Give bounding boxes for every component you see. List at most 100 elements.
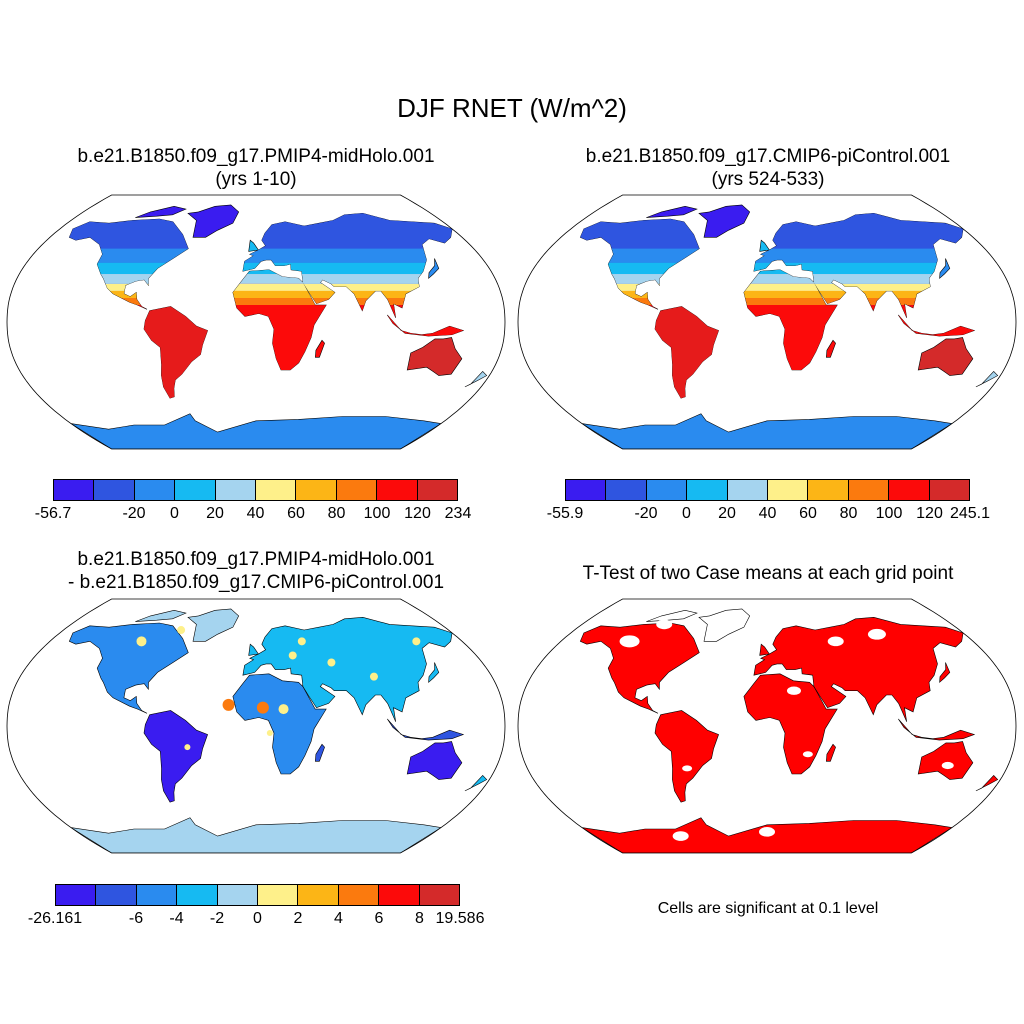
panel-1-title: b.e21.B1850.f09_g17.PMIP4-midHolo.001 (y… [0, 145, 512, 191]
colorbar-swatch [177, 885, 218, 905]
colorbar-tick-label: -2 [209, 910, 225, 927]
anomaly-spot [297, 637, 306, 646]
colorbar-swatch [848, 480, 890, 500]
panel-1-title-line1: b.e21.B1850.f09_g17.PMIP4-midHolo.001 [77, 146, 435, 167]
colorbar-swatch [134, 480, 176, 500]
colorbar-tick-label: -6 [128, 910, 144, 927]
map-border [517, 598, 1017, 854]
colorbar-swatch [687, 480, 728, 500]
landmass-new-zealand [464, 370, 488, 388]
landmass-uk [759, 643, 770, 656]
anomaly-spot [327, 658, 336, 667]
landmass-new-zealand [464, 774, 488, 792]
landmass-north-america [579, 622, 700, 714]
colorbar-tick-label: 100 [875, 505, 903, 522]
significance-note: Cells are significant at 0.1 level [657, 900, 879, 917]
map-border [6, 598, 506, 854]
landmass-madagascar [314, 743, 325, 762]
landmass-arctic-islands [646, 205, 698, 218]
landmass-madagascar [825, 339, 836, 358]
colorbar-swatch [256, 480, 297, 500]
colorbar-tick-label: 245.1 [949, 505, 991, 522]
landmass-japan [428, 662, 440, 684]
colorbar-tick-label: 0 [170, 505, 179, 522]
landmass-indonesia [387, 718, 465, 741]
colorbar-tick-label: 20 [206, 505, 224, 522]
colorbar-tick-label: 60 [287, 505, 305, 522]
anomaly-spot [266, 730, 273, 737]
colorbar-tick-label: 100 [363, 505, 391, 522]
non-significant-patch [802, 751, 813, 758]
colorbar-tick-label: 0 [253, 910, 262, 927]
colorbar-tick-label: 60 [799, 505, 817, 522]
anomaly-spot [222, 698, 235, 711]
panel-3-title: b.e21.B1850.f09_g17.PMIP4-midHolo.001 - … [0, 548, 512, 594]
latitude-band [69, 298, 464, 306]
colorbar-tick-label: 234 [444, 505, 472, 522]
colorbar-tick-label: -56.7 [34, 505, 72, 522]
colorbar-tick-label: 19.586 [435, 910, 485, 927]
latitude-band [69, 290, 464, 299]
landmass-greenland [187, 608, 240, 642]
colorbar-swatch [56, 885, 97, 905]
colorbar-swatch [929, 480, 970, 500]
colorbar-swatch [889, 480, 930, 500]
colorbar-swatch [419, 885, 460, 905]
latitude-band [69, 248, 464, 263]
colorbar-tick-label: 80 [839, 505, 858, 522]
colorbar-tick-label: -55.9 [546, 505, 584, 522]
colorbar-tick-label: 4 [334, 910, 343, 927]
map-panel-3 [6, 598, 506, 854]
map-border [517, 194, 1017, 450]
landmass-uk [759, 239, 770, 252]
colorbar-tick-label: -26.161 [27, 910, 83, 927]
landmass-south-america-warm [144, 306, 208, 399]
colorbar-tick-label: 40 [758, 505, 777, 522]
non-significant-patch [941, 761, 954, 770]
landmass-greenland [698, 204, 751, 238]
colorbar-swatch [217, 885, 259, 905]
non-significant-patch [827, 636, 844, 647]
anomaly-spot [136, 636, 147, 647]
colorbar-1 [53, 479, 458, 501]
colorbar-tick-label: -20 [634, 505, 658, 522]
colorbar-swatch [379, 885, 420, 905]
landmass-new-zealand [975, 370, 999, 388]
colorbar-tick-label: 40 [246, 505, 265, 522]
latitude-band [69, 283, 464, 291]
colorbar-swatch [94, 480, 135, 500]
landmass-antarctica [70, 817, 442, 853]
colorbar-swatch [54, 480, 95, 500]
latitude-band [69, 274, 464, 284]
non-significant-patch [786, 686, 801, 695]
landmass-japan [428, 258, 440, 280]
panel-2-title: b.e21.B1850.f09_g17.CMIP6-piControl.001 … [512, 145, 1024, 191]
landmass-south-america-warm [655, 306, 719, 399]
landmass-australia [406, 741, 463, 780]
panel-4-title: T-Test of two Case means at each grid po… [512, 562, 1024, 585]
landmass-australia [917, 741, 974, 780]
colorbar-swatch [808, 480, 849, 500]
latitude-band [580, 283, 975, 291]
panel-2-title-line1: b.e21.B1850.f09_g17.CMIP6-piControl.001 [585, 146, 951, 167]
colorbar-tick-label: 20 [718, 505, 736, 522]
landmass-africa [743, 673, 838, 775]
figure-title: DJF RNET (W/m^2) [397, 93, 627, 123]
colorbar-swatch [727, 480, 769, 500]
colorbar-swatch [136, 885, 178, 905]
non-significant-patch [672, 831, 689, 841]
non-significant-patch [656, 619, 673, 630]
landmass-australia [917, 337, 974, 376]
latitude-band [580, 290, 975, 299]
landmass-arctic-islands [135, 205, 187, 218]
anomaly-spot [369, 672, 378, 681]
colorbar-swatch [258, 885, 299, 905]
latitude-band [580, 274, 975, 284]
colorbar-swatch [768, 480, 809, 500]
map-border [6, 194, 506, 450]
landmass-indonesia [898, 718, 976, 741]
landmass-japan [939, 662, 951, 684]
landmass-australia [406, 337, 463, 376]
landmass-uk [248, 643, 259, 656]
land-group [579, 608, 999, 853]
